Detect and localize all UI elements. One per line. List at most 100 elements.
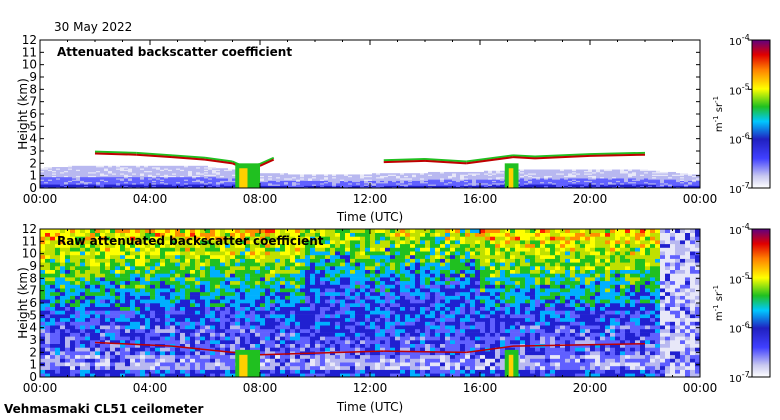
raw-backscatter-cell [195, 277, 200, 282]
raw-backscatter-cell [215, 240, 220, 245]
raw-backscatter-cell [320, 321, 325, 326]
raw-backscatter-cell [100, 243, 105, 248]
backscatter-cell [192, 185, 196, 188]
backscatter-cell [572, 176, 576, 179]
raw-backscatter-cell [180, 314, 185, 319]
backscatter-cell [540, 169, 544, 172]
backscatter-cell [596, 170, 600, 173]
raw-backscatter-cell [60, 299, 65, 304]
backscatter-cell [168, 175, 172, 178]
raw-backscatter-cell [55, 340, 60, 344]
backscatter-cell [208, 179, 212, 181]
backscatter-cell [216, 171, 220, 174]
backscatter-cell [364, 184, 368, 186]
raw-backscatter-cell [275, 295, 280, 300]
backscatter-cell [140, 178, 144, 180]
raw-backscatter-cell [240, 254, 245, 259]
backscatter-cell [196, 168, 200, 170]
raw-backscatter-cell [55, 243, 60, 248]
backscatter-cell [104, 178, 108, 180]
raw-backscatter-cell [65, 336, 70, 341]
raw-backscatter-cell [70, 303, 75, 307]
raw-backscatter-cell [70, 336, 75, 341]
backscatter-cell [172, 169, 176, 172]
raw-backscatter-cell [210, 229, 215, 233]
raw-backscatter-cell [140, 351, 145, 356]
backscatter-cell [420, 184, 424, 186]
backscatter-cell [88, 184, 92, 186]
raw-backscatter-cell [65, 325, 70, 330]
backscatter-cell [548, 183, 552, 185]
backscatter-cell [408, 179, 412, 181]
y-tick-label: 6 [29, 107, 37, 121]
raw-backscatter-cell [95, 310, 100, 315]
raw-backscatter-cell [105, 291, 110, 296]
backscatter-cell [464, 175, 468, 178]
raw-backscatter-cell [85, 321, 90, 326]
raw-backscatter-cell [315, 243, 320, 248]
backscatter-cell [676, 174, 680, 176]
raw-backscatter-cell [85, 373, 90, 378]
backscatter-cell [212, 185, 216, 188]
raw-backscatter-cell [110, 262, 115, 267]
raw-backscatter-cell [90, 340, 95, 344]
backscatter-cell [64, 174, 68, 176]
backscatter-cell [72, 170, 76, 173]
backscatter-cell [376, 184, 380, 186]
backscatter-cell [48, 178, 52, 180]
raw-backscatter-cell [215, 299, 220, 304]
raw-backscatter-cell [240, 229, 245, 233]
raw-backscatter-cell [285, 328, 290, 333]
raw-backscatter-cell [90, 277, 95, 282]
backscatter-cell [604, 174, 608, 176]
backscatter-cell [412, 185, 416, 188]
x-tick-label: 20:00 [573, 192, 608, 206]
raw-backscatter-cell [220, 236, 225, 241]
raw-backscatter-cell [170, 336, 175, 341]
backscatter-cell [556, 181, 560, 184]
raw-backscatter-cell [95, 288, 100, 293]
backscatter-cell [76, 167, 80, 169]
raw-backscatter-cell [265, 229, 270, 233]
backscatter-cell [48, 176, 52, 179]
backscatter-cell [664, 175, 668, 178]
backscatter-cell [68, 178, 72, 180]
backscatter-cell [104, 167, 108, 169]
raw-backscatter-cell [200, 328, 205, 333]
raw-backscatter-cell [250, 269, 255, 274]
raw-backscatter-cell [120, 273, 125, 278]
backscatter-cell [216, 181, 220, 184]
backscatter-cell [356, 185, 360, 188]
backscatter-cell [120, 173, 124, 175]
backscatter-cell [352, 174, 356, 176]
backscatter-cell [572, 170, 576, 173]
backscatter-cell [48, 180, 52, 183]
raw-backscatter-cell [150, 254, 155, 259]
raw-backscatter-cell [160, 358, 165, 363]
backscatter-cell [96, 176, 100, 179]
backscatter-cell [112, 176, 116, 179]
raw-backscatter-cell [260, 247, 265, 252]
raw-backscatter-cell [60, 306, 65, 311]
raw-backscatter-cell [90, 373, 95, 378]
backscatter-cell [40, 183, 44, 185]
raw-backscatter-cell [160, 284, 165, 289]
backscatter-cell [488, 178, 492, 180]
raw-backscatter-cell [170, 347, 175, 352]
raw-backscatter-cell [90, 240, 95, 245]
raw-backscatter-cell [150, 284, 155, 289]
backscatter-cell [272, 184, 276, 186]
backscatter-cell [400, 181, 404, 184]
raw-backscatter-cell [55, 317, 60, 322]
backscatter-cell [328, 185, 332, 188]
raw-backscatter-cell [185, 236, 190, 241]
backscatter-cell [636, 183, 640, 185]
backscatter-cell [556, 178, 560, 180]
backscatter-cell [212, 179, 216, 181]
backscatter-cell [96, 173, 100, 175]
raw-backscatter-cell [45, 266, 50, 270]
backscatter-cell [520, 169, 524, 172]
raw-backscatter-cell [165, 317, 170, 322]
raw-backscatter-cell [245, 232, 250, 237]
raw-backscatter-cell [270, 328, 275, 333]
